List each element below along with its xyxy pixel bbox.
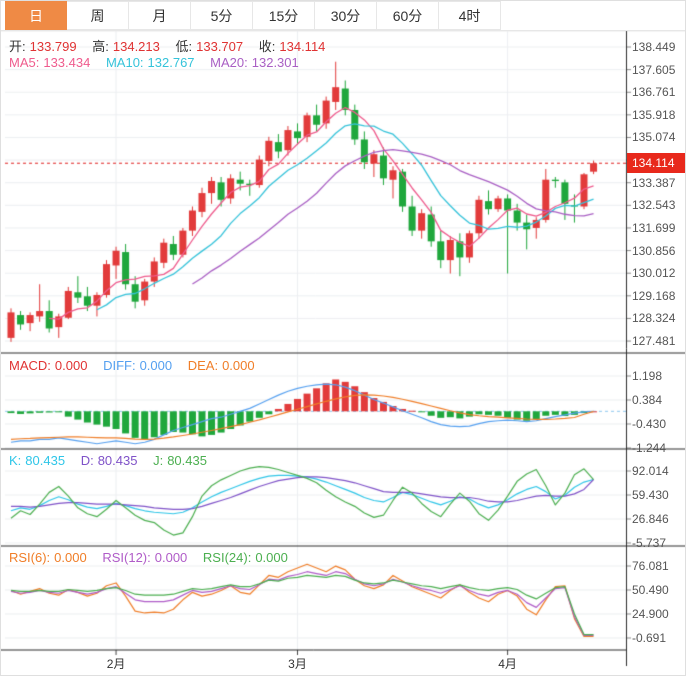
- rsi-readout: RSI(6): 0.000 RSI(12): 0.000 RSI(24): 0.000: [9, 550, 292, 565]
- j-label: J:: [153, 453, 164, 468]
- main-y-label: 132.543: [632, 198, 676, 213]
- macd-y-label: 1.198: [632, 369, 663, 383]
- high-value: 134.213: [112, 39, 160, 54]
- macd-y-label: -0.430: [632, 416, 667, 431]
- main-y-label: 131.699: [632, 220, 676, 235]
- open-value: 133.799: [29, 39, 77, 54]
- main-y-label: 135.074: [632, 130, 676, 145]
- k-value: 80.435: [25, 453, 66, 468]
- x-axis-month-label: 3月: [288, 657, 307, 671]
- dea-label: DEA:: [187, 358, 219, 373]
- main-y-label: 136.761: [632, 85, 676, 100]
- ma20-value: 132.301: [251, 55, 299, 70]
- rsi-y-label: 50.490: [632, 582, 669, 597]
- ma-readout: MA5: 133.434 MA10: 132.767 MA20: 132.301: [9, 55, 303, 70]
- ma20-label: MA20:: [210, 55, 248, 70]
- main-y-label: 137.605: [632, 62, 676, 77]
- rsi-y-label: 76.081: [632, 559, 669, 573]
- x-axis-month-label: 4月: [498, 657, 517, 671]
- rsi-y-label: -0.691: [632, 630, 667, 645]
- kdj-y-label: 26.846: [632, 512, 669, 526]
- rsi24-value: 0.000: [255, 550, 288, 565]
- rsi-y-label: 24.900: [632, 606, 669, 621]
- d-label: D:: [80, 453, 94, 468]
- last-price-tag: 134.114: [627, 153, 685, 174]
- tab-月[interactable]: 月: [129, 1, 191, 30]
- ma10-value: 132.767: [147, 55, 195, 70]
- macd-y-label: -1.244: [632, 440, 667, 455]
- rsi6-value: 0.000: [54, 550, 87, 565]
- tab-30分[interactable]: 30分: [315, 1, 377, 30]
- ma10-label: MA10:: [105, 55, 144, 70]
- rsi6-label: RSI(6):: [9, 550, 51, 565]
- macd-value: 0.000: [54, 358, 88, 373]
- main-y-label: 129.168: [632, 288, 676, 303]
- kdj-y-label: 92.014: [632, 464, 669, 478]
- period-tab-bar: 日周月 5分 15分 30分 60分 4时: [1, 1, 685, 31]
- macd-y-label: 0.384: [632, 392, 663, 407]
- macd-readout: MACD: 0.000 DIFF: 0.000 DEA: 0.000: [9, 358, 259, 373]
- main-y-label: 135.918: [632, 107, 676, 122]
- rsi12-value: 0.000: [154, 550, 188, 565]
- high-label: 高:: [92, 39, 109, 54]
- ohlc-readout: 开: 133.799 高: 134.213 低: 133.707 收: 134.114: [9, 36, 329, 55]
- j-value: 80.435: [167, 453, 207, 468]
- main-y-label: 128.324: [632, 311, 676, 326]
- main-y-label: 130.012: [632, 266, 676, 281]
- rsi24-label: RSI(24):: [202, 550, 252, 565]
- diff-value: 0.000: [139, 358, 173, 373]
- rsi12-label: RSI(12):: [102, 550, 151, 565]
- low-label: 低:: [175, 39, 193, 54]
- kdj-readout: K: 80.435 D: 80.435 J: 80.435: [9, 453, 211, 468]
- k-label: K:: [9, 453, 22, 468]
- tab-60分[interactable]: 60分: [377, 1, 439, 30]
- close-value: 134.114: [279, 39, 326, 54]
- dea-value: 0.000: [222, 358, 255, 373]
- ma5-label: MA5:: [9, 55, 40, 70]
- diff-label: DIFF:: [103, 358, 136, 373]
- main-y-label: 127.481: [632, 334, 676, 349]
- d-value: 80.435: [97, 453, 138, 468]
- main-y-label: 138.449: [632, 40, 676, 54]
- low-value: 133.707: [196, 39, 244, 54]
- tab-15分[interactable]: 15分: [253, 1, 315, 30]
- x-axis-month-label: 2月: [106, 657, 126, 671]
- tab-周[interactable]: 周: [67, 1, 129, 30]
- ma5-value: 133.434: [43, 55, 91, 70]
- kdj-y-label: -5.737: [632, 536, 667, 550]
- main-y-label: 133.387: [632, 175, 676, 190]
- macd-label: MACD:: [9, 358, 51, 373]
- close-label: 收:: [258, 39, 276, 54]
- main-y-label: 130.856: [632, 243, 676, 258]
- tab-5分[interactable]: 5分: [191, 1, 253, 30]
- tab-4时[interactable]: 4时: [439, 1, 501, 30]
- open-label: 开:: [9, 39, 26, 54]
- tab-日[interactable]: 日: [5, 1, 67, 30]
- kdj-y-label: 59.430: [632, 488, 669, 502]
